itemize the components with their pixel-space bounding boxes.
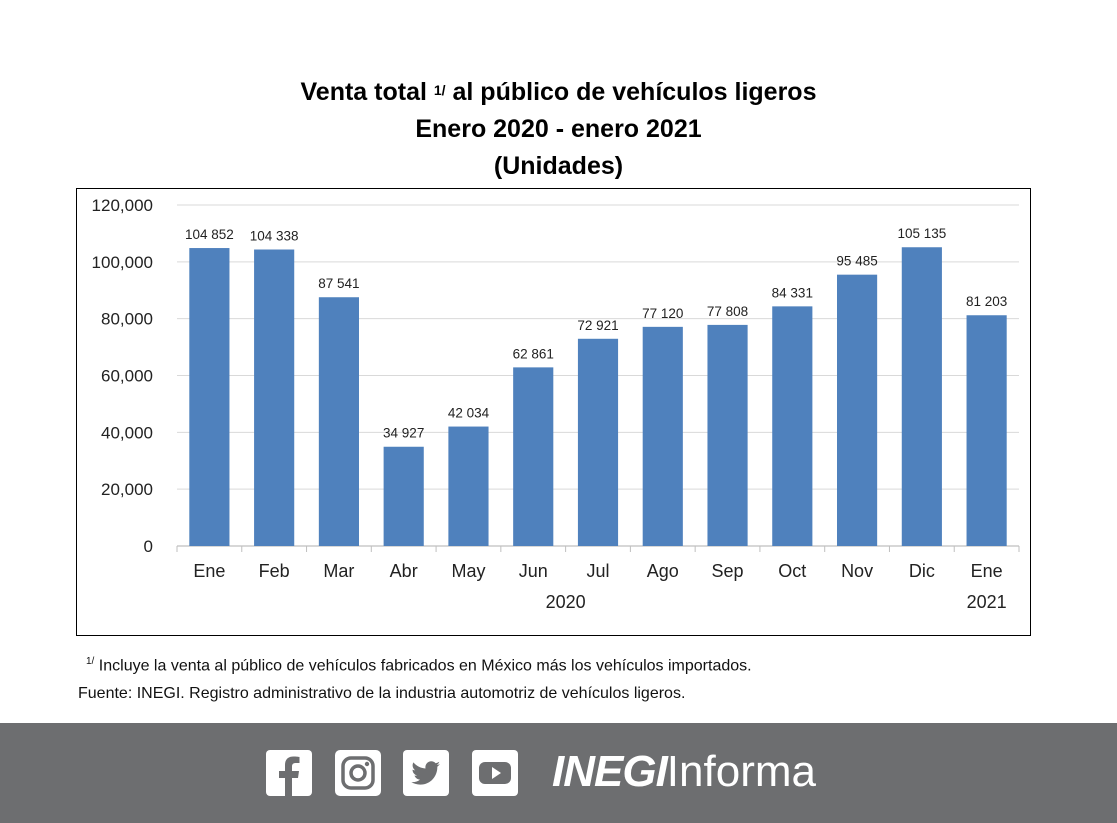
bar: [448, 426, 489, 546]
bar: [642, 326, 683, 546]
year-label: 2021: [967, 592, 1007, 612]
x-tick-label: Feb: [259, 561, 290, 581]
data-label: 81 203: [966, 294, 1007, 309]
data-label: 95 485: [836, 254, 877, 269]
data-label: 87 541: [318, 276, 359, 291]
footnotes: 1/ Incluye la venta al público de vehícu…: [78, 648, 752, 708]
y-tick-label: 100,000: [92, 253, 153, 272]
bar: [772, 306, 813, 546]
y-tick-label: 120,000: [92, 196, 153, 215]
footer-bar: [0, 723, 1117, 823]
x-tick-label: Ene: [193, 561, 225, 581]
x-tick-label: Ene: [971, 561, 1003, 581]
x-tick-label: Jun: [519, 561, 548, 581]
youtube-icon[interactable]: [472, 750, 518, 796]
data-label: 105 135: [897, 226, 946, 241]
facebook-icon[interactable]: [266, 750, 312, 796]
brand-informa: Informa: [666, 747, 816, 796]
data-label: 77 120: [642, 306, 683, 321]
x-tick-label: Dic: [909, 561, 935, 581]
y-tick-label: 0: [144, 537, 153, 556]
x-tick-label: Nov: [841, 561, 873, 581]
data-label: 104 852: [185, 227, 234, 242]
bar-chart: 0 20,000 40,000 60,000 80,000 100,000 120,000 1…: [92, 196, 1020, 612]
x-tick-label: Ago: [647, 561, 679, 581]
x-tick-label: May: [451, 561, 485, 581]
y-tick-label: 20,000: [101, 480, 153, 499]
instagram-icon[interactable]: [335, 750, 381, 796]
year-label: 2020: [546, 592, 586, 612]
chart-frame: 0 20,000 40,000 60,000 80,000 100,000 120,000 1…: [76, 188, 1031, 636]
title-text-b: al público de vehículos ligeros: [445, 78, 817, 106]
inegi-informa-logo: INEGIInforma: [552, 742, 816, 802]
bar: [901, 247, 942, 546]
title-line-1: Venta total 1/ al público de vehículos l…: [0, 74, 1117, 111]
data-label: 77 808: [707, 304, 748, 319]
twitter-icon[interactable]: [403, 750, 449, 796]
data-label: 104 338: [250, 229, 299, 244]
bar: [318, 297, 360, 546]
x-tick-label: Sep: [712, 561, 744, 581]
data-label: 42 034: [448, 406, 490, 421]
bar: [513, 367, 554, 546]
x-tick-label: Mar: [323, 561, 354, 581]
x-tick-label: Oct: [778, 561, 806, 581]
footnote-note: 1/ Incluye la venta al público de vehícu…: [78, 648, 752, 680]
bar: [966, 315, 1007, 546]
x-tick-label: Abr: [390, 561, 418, 581]
bar: [189, 248, 230, 546]
bar: [577, 338, 619, 546]
bar: [383, 446, 424, 546]
chart-title: Venta total 1/ al público de vehículos l…: [0, 74, 1117, 185]
title-text-a: Venta total: [300, 78, 434, 106]
data-label: 34 927: [383, 426, 424, 441]
footnote-mark: 1/: [86, 656, 95, 667]
brand-inegi: INEGI: [552, 747, 668, 796]
bar: [254, 249, 295, 547]
footnote-text: Incluye la venta al público de vehículos…: [94, 657, 752, 675]
bar: [836, 274, 878, 546]
y-tick-label: 80,000: [101, 310, 153, 329]
title-line-2: Enero 2020 - enero 2021: [415, 115, 702, 143]
x-tick-label: Jul: [586, 561, 609, 581]
footnote-source: Fuente: INEGI. Registro administrativo d…: [78, 685, 686, 703]
title-footnote-mark: 1/: [433, 82, 446, 98]
y-tick-label: 40,000: [101, 423, 153, 442]
data-label: 72 921: [577, 318, 618, 333]
title-line-3: (Unidades): [493, 152, 624, 180]
bar: [707, 324, 748, 546]
data-label: 84 331: [772, 285, 813, 300]
data-label: 62 861: [513, 346, 554, 361]
y-tick-label: 60,000: [101, 367, 153, 386]
